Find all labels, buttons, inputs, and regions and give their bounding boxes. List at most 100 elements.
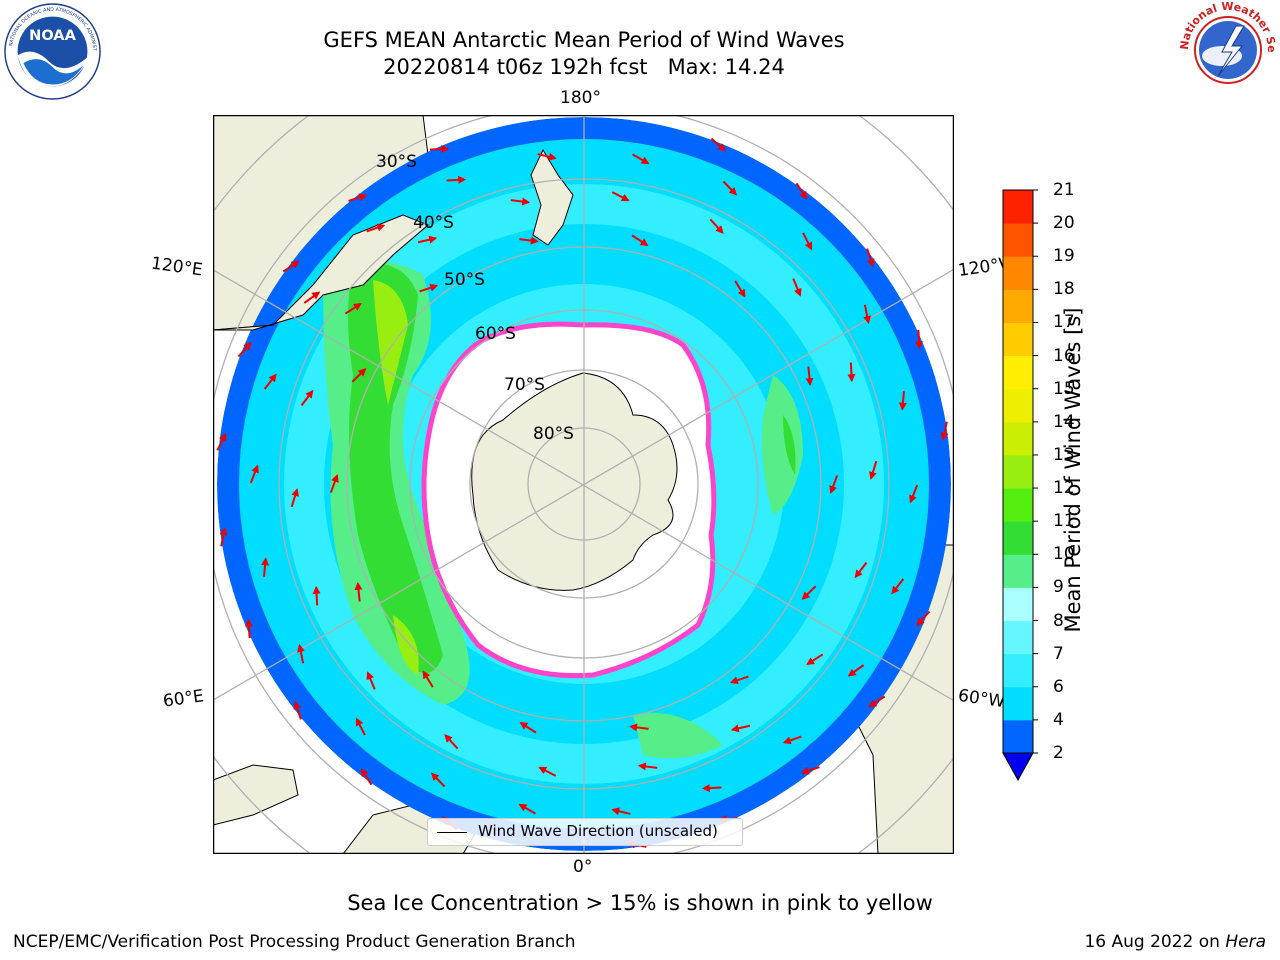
colorbar-tick-label: 13 <box>1053 444 1075 465</box>
wind-wave-arrow <box>366 671 376 690</box>
wind-wave-arrow <box>249 464 259 484</box>
wind-wave-arrow <box>263 373 277 390</box>
colorbar-tick-label: 19 <box>1053 246 1075 267</box>
noaa-logo-text: NOAA <box>29 27 76 44</box>
wind-wave-arrow <box>709 218 724 234</box>
wind-wave-arrow <box>854 561 868 579</box>
wind-wave-arrow <box>296 643 305 664</box>
colorbar-tick-label: 15 <box>1053 378 1075 399</box>
wind-wave-arrow <box>915 329 924 350</box>
wind-wave-arrow <box>366 223 386 233</box>
lat-label-40s: 40°S <box>413 213 454 233</box>
colorbar-segment <box>1003 256 1033 290</box>
wind-wave-arrow <box>863 304 872 325</box>
colorbar-segment <box>1003 355 1033 390</box>
wind-wave-arrow <box>429 144 450 153</box>
colorbar-tick-label: 4 <box>1053 709 1064 730</box>
wind-wave-arrow <box>244 618 253 639</box>
wind-wave-arrow <box>729 675 749 685</box>
lat-label-60s: 60°S <box>475 324 516 344</box>
wind-wave-arrow <box>792 278 802 297</box>
wind-wave-arrow <box>829 475 839 494</box>
wind-wave-arrow <box>866 248 875 268</box>
wind-wave-arrow <box>629 723 649 732</box>
wind-wave-arrow <box>795 182 808 200</box>
colorbar-tick-label: 10 <box>1053 544 1075 565</box>
colorbar-tick-label: 20 <box>1053 213 1075 234</box>
wind-wave-arrow <box>891 578 905 595</box>
noaa-logo: NOAA NATIONAL OCEANIC AND ATMOSPHERIC AD… <box>2 0 101 100</box>
wind-wave-arrow <box>909 484 919 504</box>
footer-host: Hera <box>1225 932 1266 952</box>
wind-wave-arrow <box>847 664 865 677</box>
wind-wave-arrow <box>519 721 537 734</box>
wind-wave-arrow <box>701 784 722 793</box>
colorbar-tick-label: 2 <box>1053 743 1064 763</box>
colorbar-title: Mean Period of Wind Waves [s] <box>1061 307 1085 633</box>
wind-wave-arrow <box>782 735 802 745</box>
wind-wave-arrow <box>538 766 557 777</box>
wind-wave-arrow <box>312 585 321 606</box>
colorbar-tick-label: 7 <box>1053 643 1064 664</box>
colorbar-tick-label: 18 <box>1053 279 1075 300</box>
colorbar-segment <box>1003 488 1033 522</box>
wind-wave-arrow <box>898 391 907 411</box>
wind-wave-arrow <box>360 768 373 786</box>
wind-wave-arrow <box>354 581 363 602</box>
colorbar-segment <box>1003 587 1033 622</box>
wind-wave-arrow <box>805 366 814 387</box>
wind-wave-arrow <box>537 152 557 161</box>
footer-credit: NCEP/EMC/Verification Post Processing Pr… <box>13 932 576 952</box>
polar-map <box>212 114 955 855</box>
wind-wave-arrow <box>611 191 630 202</box>
wind-wave-arrow <box>869 460 878 480</box>
colorbar-segment <box>1003 686 1033 721</box>
wind-wave-arrow <box>868 695 886 708</box>
wind-wave-arrow <box>351 368 367 383</box>
wind-wave-arrow <box>847 362 856 383</box>
wind-wave-arrow <box>800 766 820 775</box>
wind-wave-arrow <box>303 291 321 304</box>
wind-wave-arrow <box>916 610 931 627</box>
wind-wave-arrow <box>348 193 368 202</box>
legend-label: Wind Wave Direction (unscaled) <box>478 822 718 840</box>
colorbar-tick-label: 21 <box>1053 180 1075 200</box>
lon-label-bottom: 0° <box>573 857 593 877</box>
colorbar <box>1002 189 1038 782</box>
colorbar-segment <box>1003 554 1033 588</box>
wind-wave-arrow <box>216 432 227 451</box>
colorbar-segment <box>1003 289 1033 323</box>
colorbar-segment <box>1003 521 1033 555</box>
colorbar-segment <box>1003 454 1033 489</box>
wind-wave-arrow <box>734 280 746 298</box>
wind-wave-arrow <box>631 234 649 247</box>
wind-wave-arrow <box>802 232 813 251</box>
wind-wave-arrow <box>710 137 727 152</box>
colorbar-segment <box>1003 388 1033 423</box>
wind-wave-arrow <box>293 700 302 720</box>
wind-wave-arrow <box>219 527 228 547</box>
colorbar-tick-label: 12 <box>1053 478 1075 499</box>
map-title: GEFS MEAN Antarctic Mean Period of Wind … <box>323 28 845 52</box>
wind-wave-arrow <box>611 807 631 816</box>
wind-wave-arrow <box>344 302 362 315</box>
wind-wave-arrow <box>300 389 314 407</box>
colorbar-tick-label: 8 <box>1053 610 1064 631</box>
lat-label-80s: 80°S <box>533 424 574 444</box>
map-canvas <box>212 114 955 855</box>
wind-wave-arrow <box>446 175 467 184</box>
wind-wave-arrow <box>282 260 300 273</box>
wind-wave-arrow <box>419 283 439 293</box>
wind-wave-arrow <box>355 717 366 736</box>
lon-label-upper-left: 120°E <box>149 253 204 281</box>
wind-wave-arrow <box>940 421 949 441</box>
wind-wave-arrow <box>519 236 539 245</box>
wind-wave-arrow <box>722 180 738 196</box>
wind-wave-arrow <box>806 653 824 666</box>
wind-wave-arrow <box>518 803 536 815</box>
nws-logo: National Weather Service <box>1174 0 1278 100</box>
colorbar-segment <box>1003 719 1033 754</box>
colorbar-segment <box>1003 223 1033 257</box>
colorbar-tick-label: 11 <box>1053 511 1075 532</box>
lat-label-70s: 70°S <box>504 375 545 395</box>
